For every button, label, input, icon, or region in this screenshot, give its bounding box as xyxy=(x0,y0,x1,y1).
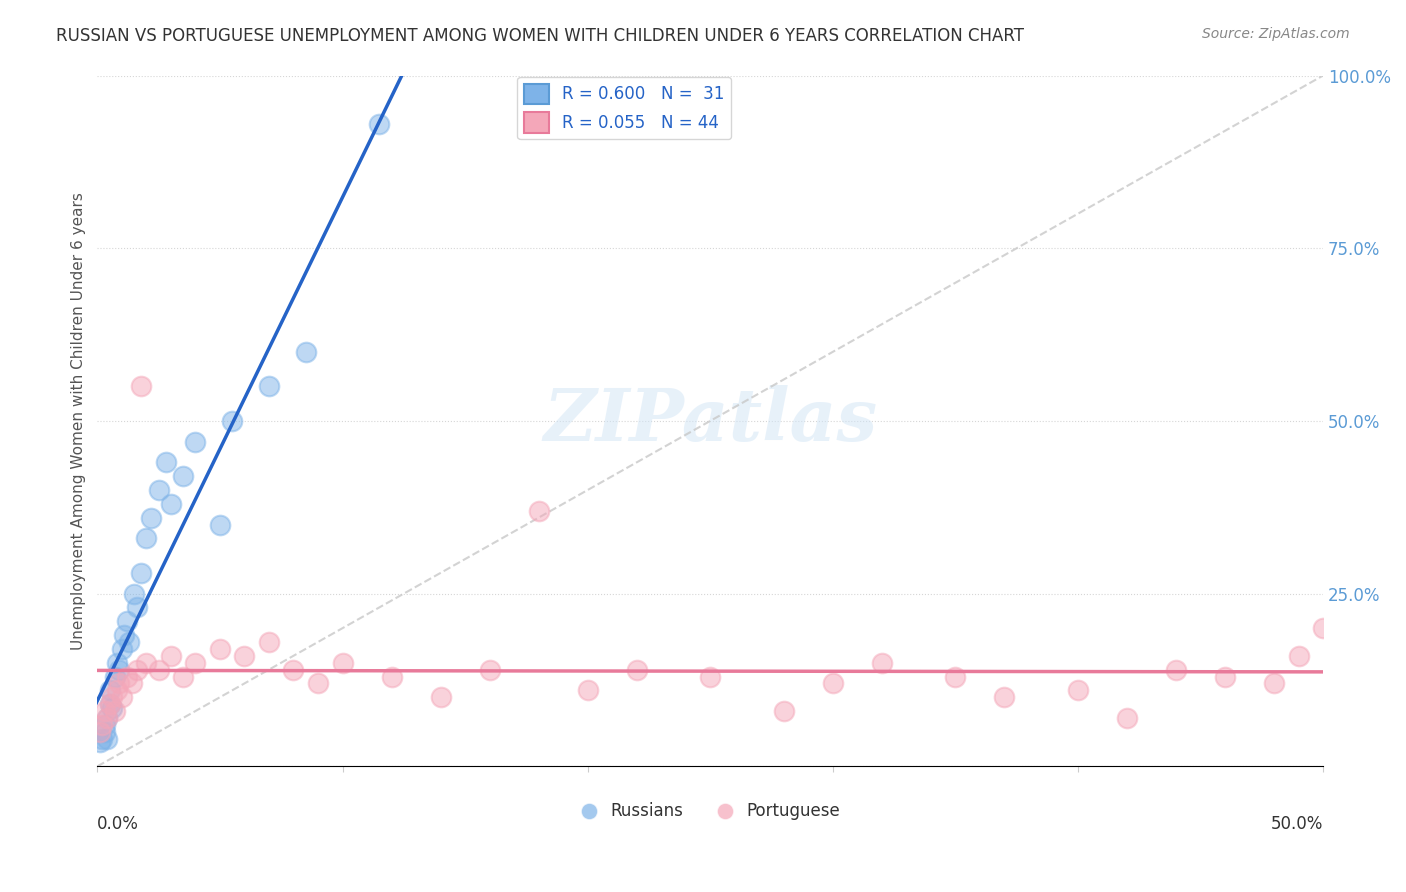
Point xyxy=(172,669,194,683)
Point xyxy=(1263,676,1285,690)
Point xyxy=(772,704,794,718)
Point xyxy=(1116,711,1139,725)
Point xyxy=(93,704,115,718)
Point xyxy=(141,510,163,524)
Point xyxy=(332,656,354,670)
Point xyxy=(294,344,316,359)
Text: RUSSIAN VS PORTUGUESE UNEMPLOYMENT AMONG WOMEN WITH CHILDREN UNDER 6 YEARS CORRE: RUSSIAN VS PORTUGUESE UNEMPLOYMENT AMONG… xyxy=(56,27,1024,45)
Point xyxy=(98,697,121,711)
Point xyxy=(121,676,143,690)
Point xyxy=(160,648,183,663)
Point xyxy=(233,648,256,663)
Point xyxy=(135,656,157,670)
Point xyxy=(257,635,280,649)
Point xyxy=(478,663,501,677)
Point xyxy=(93,724,115,739)
Point xyxy=(172,469,194,483)
Point xyxy=(184,434,207,449)
Point xyxy=(108,663,131,677)
Point xyxy=(108,676,131,690)
Point xyxy=(131,566,153,580)
Point xyxy=(96,711,118,725)
Point xyxy=(527,504,550,518)
Point xyxy=(257,379,280,393)
Point xyxy=(96,731,118,746)
Point xyxy=(821,676,844,690)
Point xyxy=(699,669,721,683)
Point xyxy=(945,669,967,683)
Point xyxy=(993,690,1015,705)
Point xyxy=(148,663,170,677)
Point xyxy=(115,669,138,683)
Point xyxy=(1312,621,1334,635)
Text: ZIPatlas: ZIPatlas xyxy=(543,385,877,457)
Point xyxy=(125,663,148,677)
Point xyxy=(103,704,125,718)
Point xyxy=(626,663,648,677)
Point xyxy=(1213,669,1236,683)
Point xyxy=(98,683,121,698)
Point xyxy=(380,669,402,683)
Legend: Russians, Portuguese: Russians, Portuguese xyxy=(574,796,846,827)
Point xyxy=(118,635,141,649)
Point xyxy=(576,683,599,698)
Point xyxy=(131,379,153,393)
Point xyxy=(870,656,893,670)
Point xyxy=(429,690,451,705)
Point xyxy=(101,700,124,714)
Point xyxy=(208,517,231,532)
Point xyxy=(105,656,128,670)
Point xyxy=(135,532,157,546)
Point xyxy=(89,735,111,749)
Point xyxy=(155,455,177,469)
Point xyxy=(160,497,183,511)
Point xyxy=(368,117,391,131)
Point xyxy=(98,697,121,711)
Point xyxy=(221,414,243,428)
Point xyxy=(91,718,114,732)
Point xyxy=(96,711,118,725)
Point xyxy=(122,586,145,600)
Point xyxy=(103,669,125,683)
Point xyxy=(283,663,305,677)
Point xyxy=(125,600,148,615)
Point xyxy=(208,641,231,656)
Point xyxy=(1164,663,1187,677)
Point xyxy=(184,656,207,670)
Point xyxy=(91,731,114,746)
Point xyxy=(1288,648,1310,663)
Point xyxy=(105,683,128,698)
Point xyxy=(111,641,134,656)
Text: 0.0%: 0.0% xyxy=(97,814,139,832)
Point xyxy=(307,676,329,690)
Point xyxy=(111,690,134,705)
Point xyxy=(101,690,124,705)
Point xyxy=(89,724,111,739)
Point xyxy=(1067,683,1090,698)
Point xyxy=(93,718,115,732)
Point xyxy=(148,483,170,497)
Point xyxy=(112,628,135,642)
Text: 50.0%: 50.0% xyxy=(1271,814,1323,832)
Point xyxy=(115,614,138,628)
Y-axis label: Unemployment Among Women with Children Under 6 years: Unemployment Among Women with Children U… xyxy=(72,192,86,650)
Text: Source: ZipAtlas.com: Source: ZipAtlas.com xyxy=(1202,27,1350,41)
